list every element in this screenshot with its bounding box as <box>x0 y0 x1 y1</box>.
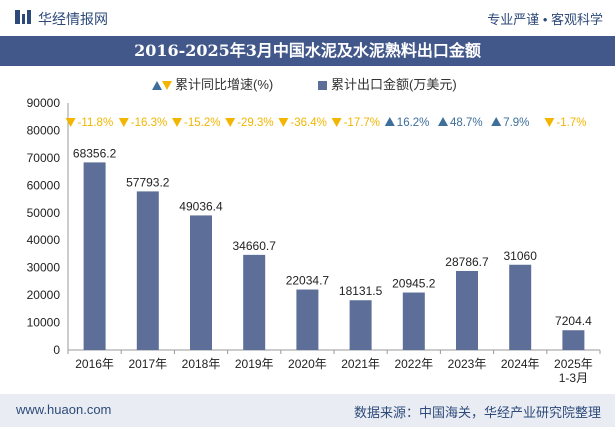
footer: www.huaon.com 数据来源：中国海关，华经产业研究院整理 <box>0 394 615 427</box>
legend-export: 累计出口金额(万美元) <box>318 74 457 93</box>
growth-label: -29.3% <box>237 117 273 129</box>
growth-label: -16.3% <box>131 117 167 129</box>
x-tick-label: 2019年 <box>235 357 274 371</box>
bar-value-label: 28786.7 <box>445 255 489 269</box>
growth-label: 48.7% <box>450 117 483 129</box>
growth-label: -11.8% <box>78 117 114 129</box>
y-tick-label: 30000 <box>27 261 61 275</box>
bar-value-label: 22034.7 <box>286 274 330 288</box>
bar-value-label: 49036.4 <box>179 199 223 213</box>
bar <box>562 330 585 350</box>
bar <box>402 292 425 350</box>
bar <box>190 215 212 350</box>
growth-label: -17.7% <box>344 117 380 129</box>
x-tick-label: 2024年 <box>501 357 540 371</box>
growth-up-marker <box>438 117 448 126</box>
y-tick-label: 80000 <box>27 123 61 137</box>
legend: 累计同比增速(%) 累计出口金额(万美元) <box>0 72 615 92</box>
legend-export-label: 累计出口金额(万美元) <box>331 77 457 92</box>
bar <box>456 270 478 350</box>
y-tick-label: 40000 <box>27 233 61 247</box>
legend-growth-label: 累计同比增速(%) <box>175 77 274 92</box>
y-tick-label: 90000 <box>27 96 61 110</box>
bar-value-label: 20945.2 <box>392 277 436 291</box>
growth-down-marker <box>331 118 342 127</box>
bar <box>349 300 372 350</box>
bar-value-label: 31060 <box>504 249 538 263</box>
bar <box>296 289 319 350</box>
growth-down-marker <box>225 118 236 127</box>
growth-up-marker <box>491 117 502 126</box>
x-tick-label: 2017年 <box>128 357 167 371</box>
x-tick-label: 2018年 <box>182 357 221 371</box>
y-tick-label: 0 <box>53 343 60 357</box>
bar <box>509 264 532 350</box>
y-tick-label: 20000 <box>27 288 61 302</box>
y-tick-label: 50000 <box>27 206 61 220</box>
top-bar: 华经情报网 专业严谨 • 客观科学 <box>0 0 615 36</box>
x-tick-label: 2021年 <box>341 357 380 371</box>
x-tick-label: 2022年 <box>394 357 433 371</box>
triangle-up-icon <box>152 81 162 91</box>
growth-label: -36.4% <box>290 117 326 129</box>
x-tick-label: 2025年 1-3月 <box>554 357 593 385</box>
bar-value-label: 34660.7 <box>233 239 277 253</box>
growth-down-marker <box>118 118 129 127</box>
bar <box>136 191 159 350</box>
bar-value-label: 57793.2 <box>126 175 170 189</box>
x-tick-label: 2023年 <box>448 357 487 371</box>
growth-down-marker <box>278 118 289 127</box>
growth-label: -1.7% <box>556 117 586 129</box>
growth-up-marker <box>384 117 395 126</box>
bar <box>243 254 266 350</box>
y-tick-label: 70000 <box>27 151 61 165</box>
x-tick-label: 2016年 <box>75 357 114 371</box>
legend-growth: 累计同比增速(%) <box>152 74 273 93</box>
tagline: 专业严谨 • 客观科学 <box>487 12 603 27</box>
footer-source: 数据来源：中国海关，华经产业研究院整理 <box>353 405 601 420</box>
y-tick-label: 60000 <box>27 178 61 192</box>
footer-website: www.huaon.com <box>16 402 112 417</box>
growth-label: 7.9% <box>503 117 529 129</box>
growth-down-marker <box>65 118 76 127</box>
growth-down-marker <box>172 118 182 127</box>
brand-name: 华经情报网 <box>38 11 108 27</box>
bar-value-label: 7204.4 <box>555 314 592 328</box>
logo-icon <box>15 10 31 24</box>
bar <box>83 162 106 350</box>
growth-down-marker <box>544 118 555 127</box>
growth-label: -15.2% <box>184 117 220 129</box>
growth-label: 16.2% <box>397 117 430 129</box>
y-tick-label: 10000 <box>27 316 61 330</box>
x-tick-label: 2020年 <box>288 357 327 371</box>
bar-value-label: 68356.2 <box>73 146 117 160</box>
bar-chart: 0 10000 20000 30000 40000 50000 60000 70000 8000… <box>27 96 601 385</box>
bar-value-label: 18131.5 <box>339 284 383 298</box>
chart-title: 2016-2025年3月中国水泥及水泥熟料出口金额 <box>0 36 615 66</box>
legend-export-swatch <box>318 81 327 91</box>
triangle-down-icon <box>162 81 172 91</box>
